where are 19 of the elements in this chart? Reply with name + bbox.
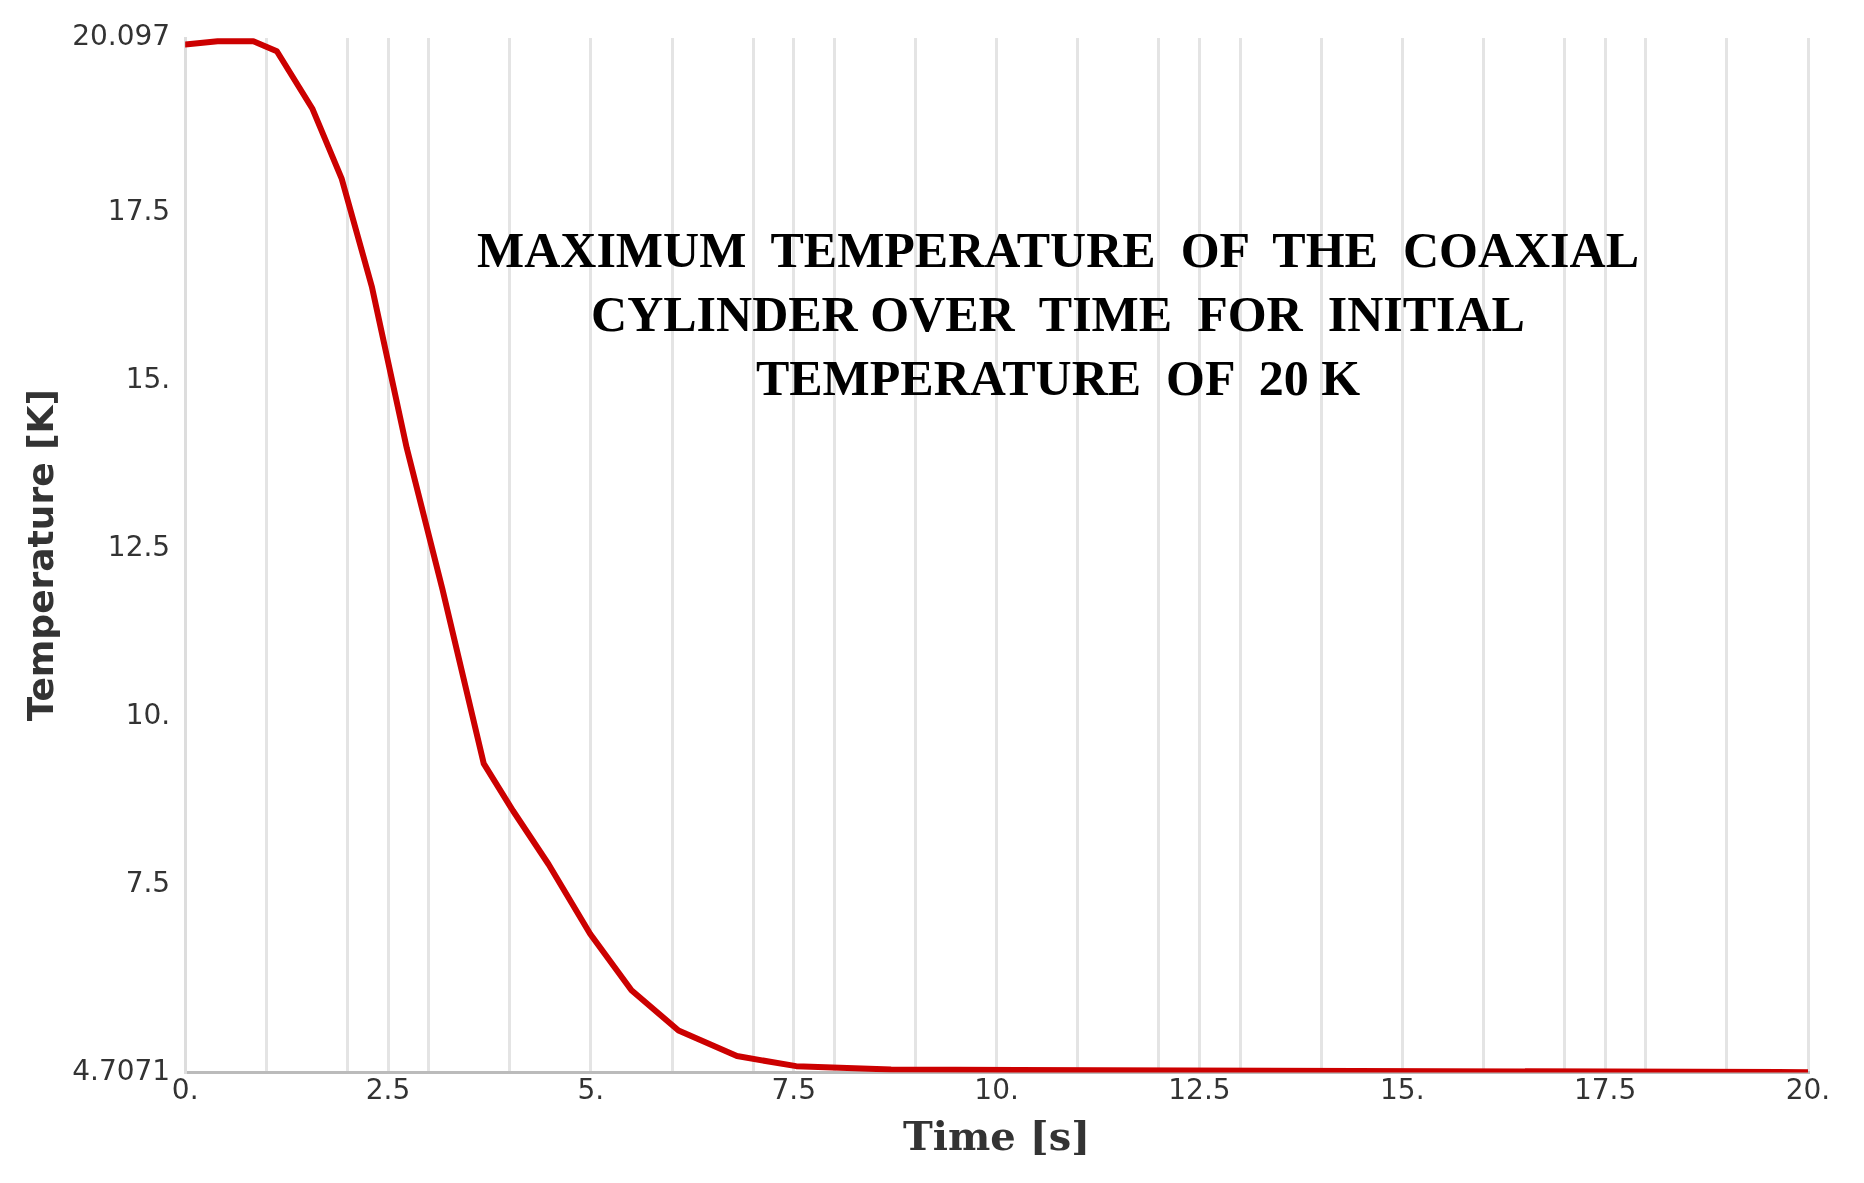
y-tick-label: 15. — [125, 361, 171, 395]
x-tick-label: 0. — [171, 1073, 199, 1107]
y-axis-title: Temperature [K] — [19, 389, 61, 722]
y-tick-label: 7.5 — [125, 865, 171, 899]
y-tick-label: 12.5 — [107, 529, 171, 563]
x-tick-label: 5. — [577, 1073, 605, 1107]
x-tick-label: 7.5 — [771, 1073, 816, 1107]
x-tick-label: 10. — [974, 1073, 1019, 1107]
y-tick-label: 4.7071 — [72, 1053, 171, 1087]
x-tick-label: 2.5 — [365, 1073, 411, 1107]
y-tick-label: 17.5 — [107, 193, 171, 227]
x-tick-label: 20. — [1785, 1073, 1831, 1107]
y-tick-label: 10. — [125, 697, 171, 731]
x-tick-label: 17.5 — [1573, 1073, 1637, 1107]
y-tick-label: 20.097 — [72, 19, 171, 53]
x-axis-title: Time [s] — [903, 1112, 1091, 1160]
text: MAXIMUM TEMPERATURE OF THE COAXIAL CYLINDER OVER TIME FOR INITIAL TEMPERATURE OF 20 K — [475, 221, 1641, 408]
x-tick-label: 15. — [1380, 1073, 1425, 1107]
x-tick-label: 12.5 — [1168, 1073, 1231, 1107]
